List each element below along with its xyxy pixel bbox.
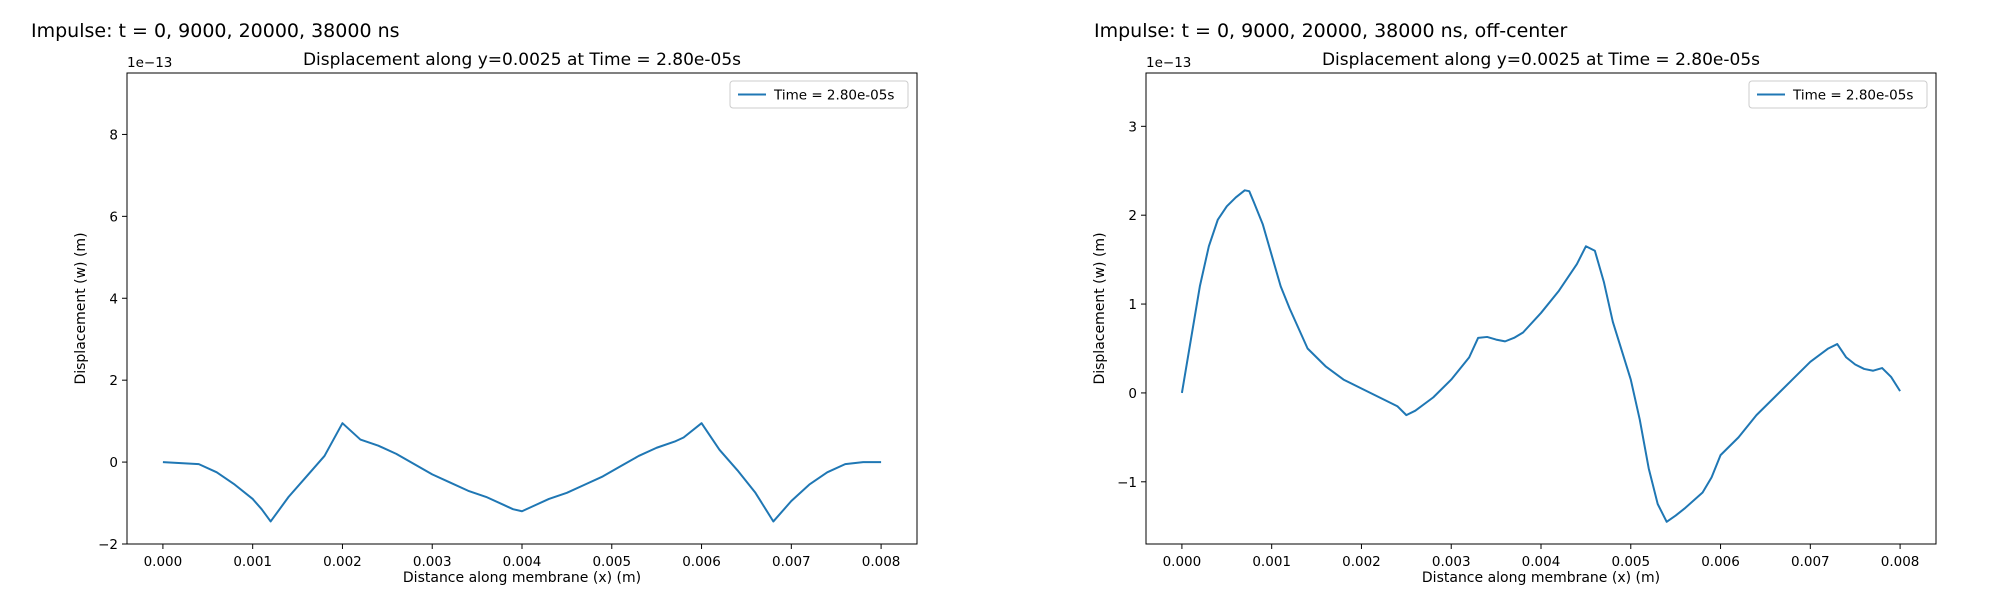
- y-tick-label: 6: [109, 209, 118, 225]
- legend-box: [729, 80, 909, 109]
- x-tick-label: 0.002: [1342, 554, 1381, 570]
- plot-frame: [126, 72, 918, 545]
- y-tick-label: 0: [1128, 386, 1137, 402]
- x-tick-label: 0.003: [413, 554, 452, 570]
- series-line-0: [1180, 189, 1901, 523]
- y-tick-label: 2: [1128, 208, 1137, 224]
- y-offset-label: 1e−13: [127, 55, 172, 71]
- x-tick-label: 0.005: [592, 554, 631, 570]
- x-tick-label: 0.004: [503, 554, 542, 570]
- x-tick-label: 0.007: [1791, 554, 1830, 570]
- y-axis-label: Displacement (w) (m): [1092, 232, 1108, 384]
- x-axis-label: Distance along membrane (x) (m): [403, 570, 641, 586]
- figure-title-right: Impulse: t = 0, 9000, 20000, 38000 ns, o…: [1094, 20, 1568, 42]
- y-tick-label: 0: [109, 455, 118, 471]
- x-tick-label: 0.006: [1701, 554, 1740, 570]
- chart-right: 0.000 0.001 0.002 0.003 0.004 0.005 0.006 0.007…: [1092, 50, 1937, 586]
- y-tick-label: 3: [1128, 119, 1137, 135]
- x-tick-label: 0.000: [144, 554, 183, 570]
- y-tick-label: −2: [98, 537, 118, 553]
- chart-left: 0.000 0.001 0.002 0.003 0.004 0.005 0.006 0.007…: [73, 50, 918, 586]
- y-tick-label: 8: [109, 127, 118, 143]
- x-tick-label: 0.001: [1252, 554, 1291, 570]
- y-tick-label: 2: [109, 373, 118, 389]
- plot-title: Displacement along y=0.0025 at Time = 2.…: [1322, 50, 1760, 70]
- y-tick-label: 1: [1128, 297, 1137, 313]
- x-tick-label: 0.000: [1163, 554, 1202, 570]
- y-tick-label: −1: [1117, 475, 1137, 491]
- x-tick-label: 0.006: [682, 554, 721, 570]
- x-tick-label: 0.007: [772, 554, 811, 570]
- y-offset-label: 1e−13: [1146, 55, 1191, 71]
- plot-title: Displacement along y=0.0025 at Time = 2.…: [303, 50, 741, 70]
- figure-title-left: Impulse: t = 0, 9000, 20000, 38000 ns: [31, 20, 400, 42]
- legend: Time = 2.80e-05s: [729, 80, 909, 109]
- legend-box: [1748, 80, 1928, 109]
- plot-frame: [1145, 72, 1937, 545]
- x-tick-label: 0.002: [323, 554, 362, 570]
- series-line-0: [162, 422, 882, 523]
- x-tick-label: 0.008: [1881, 554, 1920, 570]
- x-tick-label: 0.004: [1522, 554, 1561, 570]
- x-tick-label: 0.008: [862, 554, 901, 570]
- x-tick-label: 0.001: [233, 554, 272, 570]
- legend: Time = 2.80e-05s: [1748, 80, 1928, 109]
- legend-label: Time = 2.80e-05s: [1792, 88, 1913, 104]
- y-axis-label: Displacement (w) (m): [73, 232, 89, 384]
- x-axis-label: Distance along membrane (x) (m): [1422, 570, 1660, 586]
- y-tick-label: 4: [109, 291, 118, 307]
- x-tick-label: 0.005: [1611, 554, 1650, 570]
- legend-label: Time = 2.80e-05s: [773, 88, 894, 104]
- x-tick-label: 0.003: [1432, 554, 1471, 570]
